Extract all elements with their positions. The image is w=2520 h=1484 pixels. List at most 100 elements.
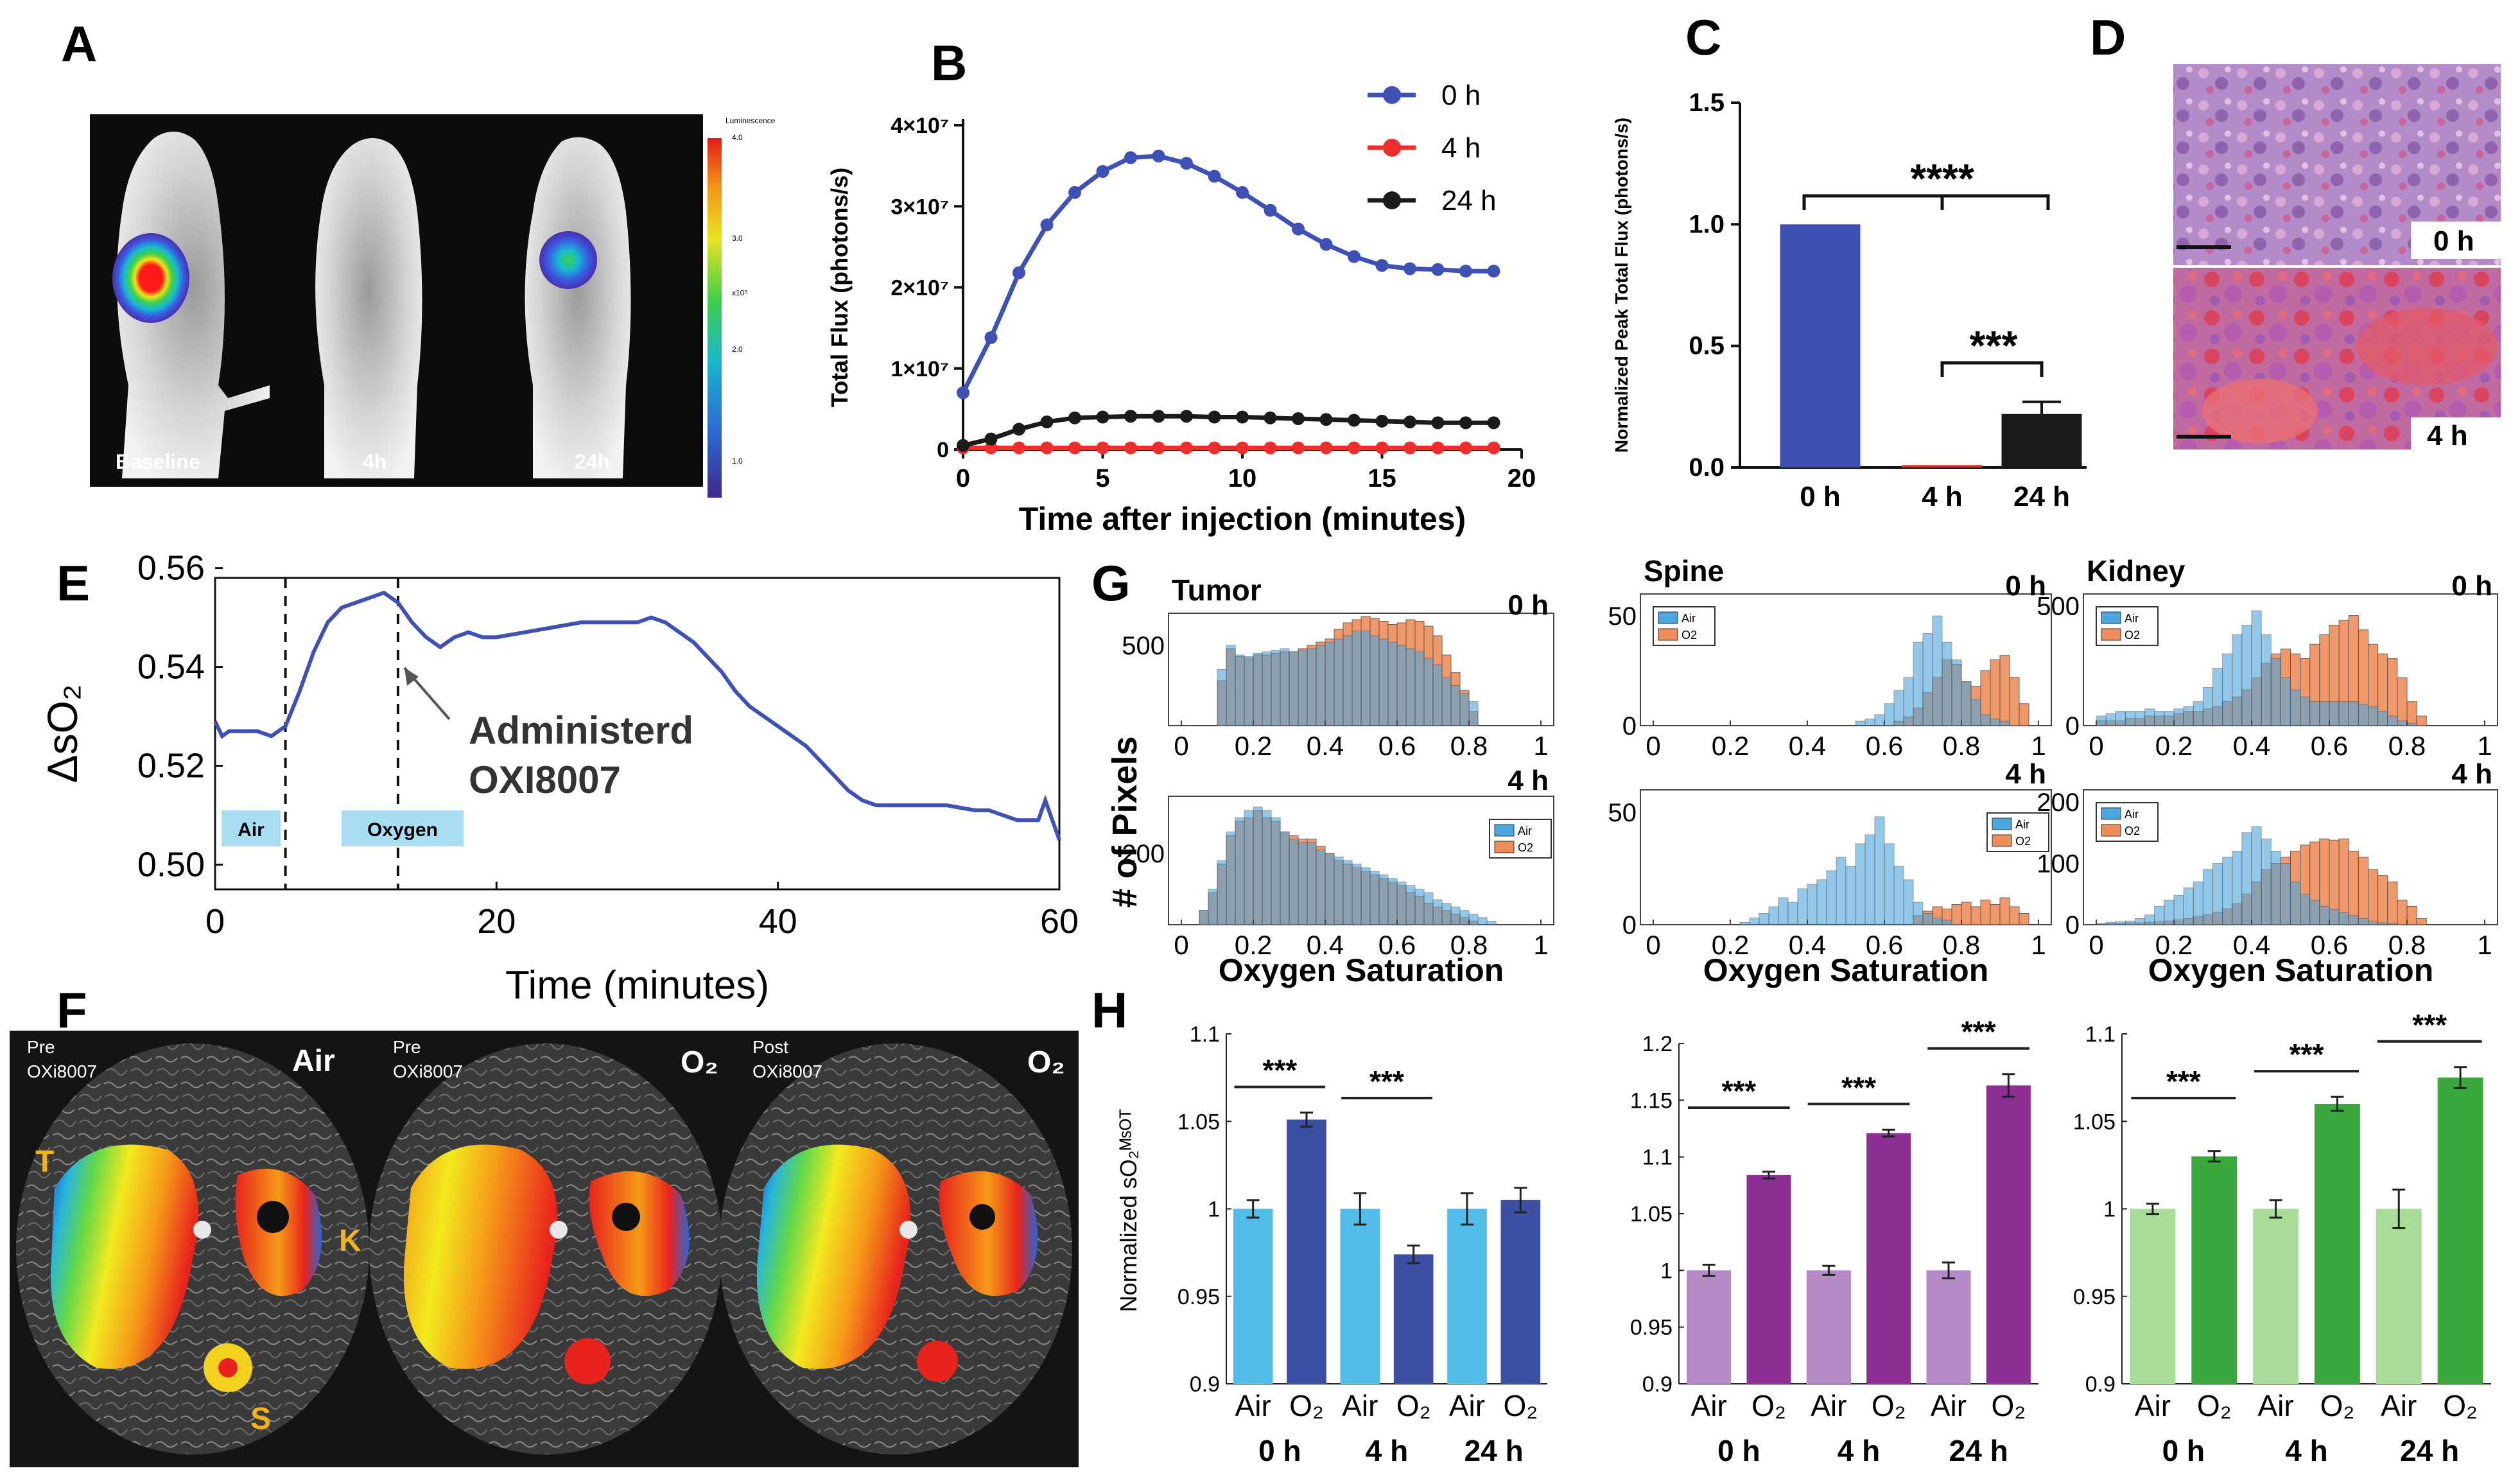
g-bar-air	[2222, 653, 2233, 726]
g-bar-air	[2154, 711, 2165, 726]
h-bar	[1866, 1133, 1911, 1384]
h-bar-label: Air	[2135, 1389, 2171, 1422]
b-point	[1012, 266, 1025, 279]
mouse-4h	[315, 138, 422, 478]
g-bar-air	[2144, 914, 2155, 925]
b-point	[1012, 441, 1025, 455]
g-bar-air	[2397, 720, 2408, 726]
b-point	[1264, 441, 1277, 455]
g-bar-air	[1235, 654, 1245, 726]
g-bar-air	[1316, 849, 1326, 925]
panel-h: H 0.9 0.95 1 1.05 1.1 Air O₂ Air O₂ Air O₂ 0 h *** 4 …	[1091, 982, 2491, 1467]
g-bar-air	[2183, 706, 2194, 726]
b-legend-marker	[1383, 139, 1401, 157]
b-point	[1236, 441, 1249, 455]
colorbar-tick-2: 2.0	[732, 345, 743, 354]
h-bar-label: O₂	[1396, 1389, 1431, 1422]
g-xtick-label: 0.2	[1235, 731, 1272, 761]
h-bar	[1926, 1270, 1971, 1384]
h-group-label: 0 h	[1717, 1434, 1760, 1467]
b-point	[1431, 263, 1445, 276]
g-bar-air	[1450, 685, 1461, 726]
b-point	[1431, 416, 1445, 430]
h-ytick-label: 1.2	[1642, 1032, 1673, 1056]
g-bar-air	[1253, 807, 1263, 925]
b-point	[1040, 441, 1054, 455]
h-ytick-label: 1	[1208, 1198, 1220, 1222]
g-bar-air	[2154, 905, 2165, 925]
g-bar-air	[1884, 843, 1895, 925]
g-bar-air	[1432, 664, 1443, 726]
g-bar-air	[2406, 722, 2417, 726]
g-ylabel: # of Pixels	[1106, 736, 1144, 907]
f1-line2: OXi8007	[27, 1061, 97, 1081]
g-bar-air	[1334, 638, 1344, 726]
e-ytick-label: 0.56	[137, 549, 205, 588]
g-bar-air	[2358, 703, 2368, 726]
h-bar	[2253, 1209, 2299, 1384]
g-legend-o2-label: O2	[2125, 825, 2140, 837]
g-bar-air	[1468, 913, 1479, 925]
g-bar-air	[2125, 920, 2135, 925]
g-bar-air	[2300, 696, 2311, 726]
g-bar-air	[1262, 651, 1272, 726]
h-bar	[1806, 1270, 1851, 1384]
b-point	[1459, 441, 1472, 455]
g-bar-air	[1334, 856, 1344, 925]
f3-gas: O₂	[1027, 1045, 1065, 1079]
b-xlabel: Time after injection (minutes)	[1019, 501, 1466, 537]
h-ytick-label: 1.1	[1190, 1022, 1220, 1047]
panel-letter-b: B	[931, 35, 967, 91]
g-bar-air	[1922, 633, 1933, 726]
h-group-label: 0 h	[2162, 1434, 2205, 1467]
g-bar-air	[1414, 888, 1425, 925]
b-point	[1068, 441, 1081, 455]
h-ytick-label: 1.1	[1642, 1146, 1673, 1170]
g-bar-air	[2115, 921, 2126, 925]
h-bar	[1340, 1209, 1380, 1384]
h-bar	[1287, 1119, 1326, 1384]
g-organ-label: Tumor	[1172, 573, 1262, 607]
g-xtick-label: 1	[2477, 930, 2492, 960]
g-legend-o2-swatch	[2101, 628, 2121, 641]
g-bar-o2	[1980, 900, 1991, 925]
g-xtick-label: 0	[2089, 731, 2103, 761]
b-point	[1375, 414, 1389, 428]
g-bar-air	[1768, 906, 1779, 925]
g-bar-air	[1307, 842, 1317, 925]
b-point	[1208, 410, 1221, 424]
b-xtick-label: 5	[1095, 464, 1109, 493]
g-bar-o2	[2348, 850, 2359, 925]
g-bar-air	[2125, 711, 2135, 726]
g-bar-air	[2173, 708, 2184, 726]
g-bar-air	[2241, 832, 2252, 925]
g-bar-air	[1893, 690, 1904, 726]
g-xtick-label: 0	[1174, 930, 1188, 960]
g-bar-air	[1271, 650, 1281, 726]
chart-h: 0.9 0.95 1 1.05 1.1 Air O₂ Air O₂ Air O₂ 0 h *** 4 h *…	[1115, 1008, 2491, 1467]
g-bar-air	[2290, 689, 2301, 726]
g-bar-air	[2115, 711, 2126, 726]
g-bar-air	[1351, 631, 1362, 726]
g-bar-air	[2212, 668, 2223, 726]
b-point	[1403, 415, 1416, 429]
h-bar-label: O₂	[2443, 1389, 2478, 1422]
g-bar-air	[1360, 867, 1371, 925]
g-bar-air	[1298, 650, 1308, 726]
g-bar-air	[1244, 656, 1254, 726]
g-bar-air	[1845, 866, 1856, 925]
g-bar-air	[1369, 635, 1380, 726]
g-bar-air	[1450, 906, 1461, 925]
g-legend-o2-swatch	[1992, 834, 2012, 847]
b-point	[1459, 416, 1472, 430]
g-bar-air	[2377, 922, 2388, 925]
g-bar-o2	[1970, 906, 1981, 925]
g-xtick-label: 0.2	[2155, 731, 2193, 761]
colorbar	[708, 138, 722, 498]
label-d-0h: 0 h	[2433, 225, 2474, 257]
g-bar-air	[1903, 879, 1914, 925]
h-group-label: 4 h	[2285, 1434, 2327, 1467]
c-bar	[2001, 414, 2082, 467]
g-xtick-label: 1	[1533, 731, 1548, 761]
h-ytick-label: 0.9	[1190, 1372, 1220, 1397]
